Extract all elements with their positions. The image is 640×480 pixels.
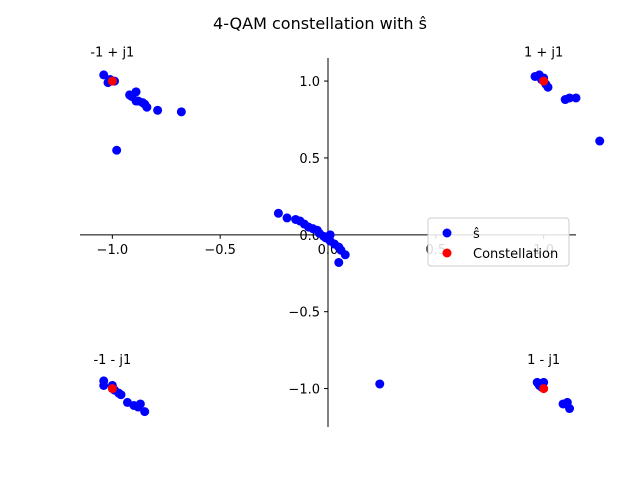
point-annotation: -1 + j1 [90,45,134,60]
constellation-point [539,76,549,86]
point-annotation: 1 - j1 [527,353,560,368]
estimate-point [99,70,109,80]
estimate-point [325,230,335,240]
chart-title: 4-QAM constellation with ŝ [213,14,427,33]
estimate-point [282,213,292,223]
x-tick-label: −0.5 [204,243,236,258]
estimate-point [571,93,581,103]
estimate-point [135,399,145,409]
legend-box [427,217,570,267]
legend: ŝ Constellation [427,217,570,267]
data-points [99,70,605,417]
y-tick-label: 1.0 [299,75,320,90]
estimate-point [153,105,163,115]
estimate-point [176,107,186,117]
estimate-point [273,208,283,218]
estimate-point [112,145,122,155]
legend-marker [442,248,452,258]
estimate-point [131,87,141,97]
estimate-point [375,379,385,389]
constellation-point [107,384,117,394]
estimate-point [565,93,575,103]
estimate-point [334,257,344,267]
point-annotations: -1 + j1 1 + j1 -1 - j1 1 - j1 [90,45,563,368]
estimate-point [595,136,605,146]
legend-marker [442,228,452,238]
legend-label: ŝ [473,227,480,242]
y-tick-label: −0.5 [288,306,320,321]
estimate-point [99,380,109,390]
estimate-point [340,250,350,260]
legend-label: Constellation [473,247,558,262]
estimate-point [140,407,150,417]
constellation-point [107,76,117,86]
constellation-point [539,384,549,394]
estimate-point [565,404,575,414]
estimate-point [116,390,126,400]
y-tick-label: −1.0 [288,383,320,398]
x-tick-label: −1.0 [97,243,129,258]
estimate-point [142,102,152,112]
point-annotation: 1 + j1 [524,45,563,60]
y-tick-label: 0.5 [299,152,320,167]
point-annotation: -1 - j1 [93,353,131,368]
